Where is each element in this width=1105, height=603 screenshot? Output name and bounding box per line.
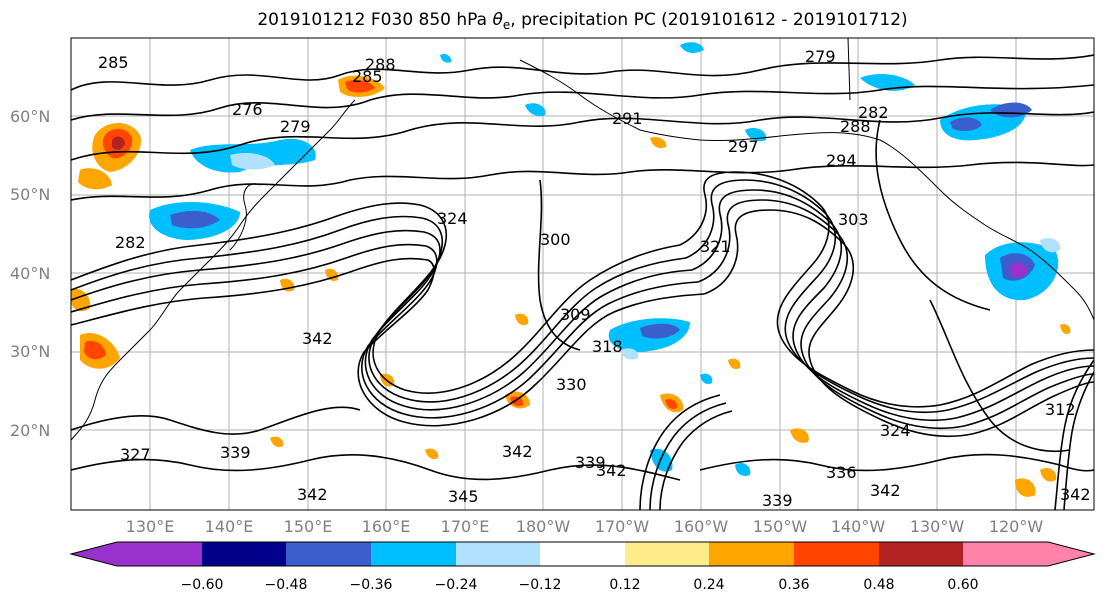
lon-label-120w: 120°W	[988, 517, 1044, 536]
colorbar-label: 0.48	[863, 577, 895, 593]
colorbar-label: −0.36	[349, 577, 393, 593]
contour-label: 342	[302, 329, 333, 348]
lat-label-40n: 40°N	[10, 264, 51, 283]
contour-label: 342	[870, 481, 901, 500]
lon-label-140e: 140°E	[204, 517, 254, 536]
contour-labels: 288 285 279 276 279 282 291 297 282 288 …	[98, 47, 1091, 510]
contour-label: 318	[592, 337, 623, 356]
colorbar-swatch	[794, 542, 879, 566]
colorbar-swatch	[540, 542, 625, 566]
contour-label: 324	[437, 209, 468, 228]
colorbar-swatch	[202, 542, 286, 566]
contour-label: 345	[448, 487, 479, 506]
lon-label-140w: 140°W	[830, 517, 886, 536]
contour-label: 285	[98, 53, 129, 72]
map-panel: 288 285 279 276 279 282 291 297 282 288 …	[70, 37, 1095, 511]
lon-label-170e: 170°E	[440, 517, 490, 536]
colorbar-outline	[69, 541, 1096, 567]
colorbar-swatch	[963, 542, 1094, 566]
contour-label: 339	[762, 491, 793, 510]
contour-label: 330	[556, 375, 587, 394]
colorbar-label: 0.12	[609, 577, 641, 593]
lon-label-160w: 160°W	[673, 517, 729, 536]
contour-label: 342	[596, 461, 627, 480]
contour-label: 279	[805, 47, 836, 66]
lat-label-60n: 60°N	[10, 107, 51, 126]
colorbar-label: 0.36	[778, 577, 810, 593]
lat-label-20n: 20°N	[10, 421, 51, 440]
contour-label: 279	[280, 117, 311, 136]
contour-label: 291	[612, 109, 643, 128]
contour-label: 294	[826, 151, 857, 170]
lon-label-130e: 130°E	[125, 517, 175, 536]
contour-label: 276	[232, 100, 263, 119]
colorbar-label: −0.48	[264, 577, 308, 593]
contour-label: 282	[858, 103, 889, 122]
lon-label-180w: 180°W	[515, 517, 571, 536]
lon-label-150e: 150°E	[283, 517, 333, 536]
colorbar-swatch	[286, 542, 371, 566]
contour-label: 339	[575, 453, 606, 472]
colorbar-swatch	[371, 542, 456, 566]
colorbar-swatch	[71, 542, 202, 566]
theta-e-contours	[71, 54, 1094, 510]
lat-label-50n: 50°N	[10, 185, 51, 204]
colorbar	[69, 541, 1096, 567]
map-title: 2019101212 F030 850 hPa θe, precipitatio…	[257, 10, 908, 32]
contour-label: 327	[120, 445, 151, 464]
colorbar-label: −0.60	[180, 577, 224, 593]
contour-label: 312	[1045, 400, 1076, 419]
colorbar-swatch	[879, 542, 963, 566]
colorbar-swatch	[709, 542, 794, 566]
map-frame	[70, 37, 1095, 511]
lat-label-30n: 30°N	[10, 342, 51, 361]
contour-label: 285	[352, 67, 383, 86]
colorbar-swatch	[456, 542, 540, 566]
contour-label: 288	[365, 55, 396, 74]
contour-label: 282	[115, 233, 146, 252]
contour-label: 303	[838, 210, 869, 229]
lon-label-130w: 130°W	[909, 517, 965, 536]
contour-label: 324	[880, 421, 911, 440]
colorbar-label: −0.12	[518, 577, 562, 593]
colorbar-label: 0.60	[947, 577, 979, 593]
contour-label: 300	[540, 230, 571, 249]
gridlines	[71, 38, 1094, 510]
lon-label-170w: 170°W	[594, 517, 650, 536]
contour-label: 321	[700, 237, 731, 256]
contour-label: 342	[1060, 485, 1091, 504]
lon-label-160e: 160°E	[361, 517, 411, 536]
contour-label: 342	[297, 485, 328, 504]
lon-label-150w: 150°W	[752, 517, 808, 536]
contour-label: 342	[502, 442, 533, 461]
contour-label: 336	[826, 463, 857, 482]
contour-label: 288	[840, 117, 871, 136]
colorbar-swatch	[625, 542, 709, 566]
contour-label: 297	[728, 137, 759, 156]
colorbar-label: −0.24	[434, 577, 478, 593]
contour-label: 339	[220, 443, 251, 462]
contour-label: 309	[560, 305, 591, 324]
coastlines	[71, 38, 1094, 441]
colorbar-label: 0.24	[693, 577, 725, 593]
